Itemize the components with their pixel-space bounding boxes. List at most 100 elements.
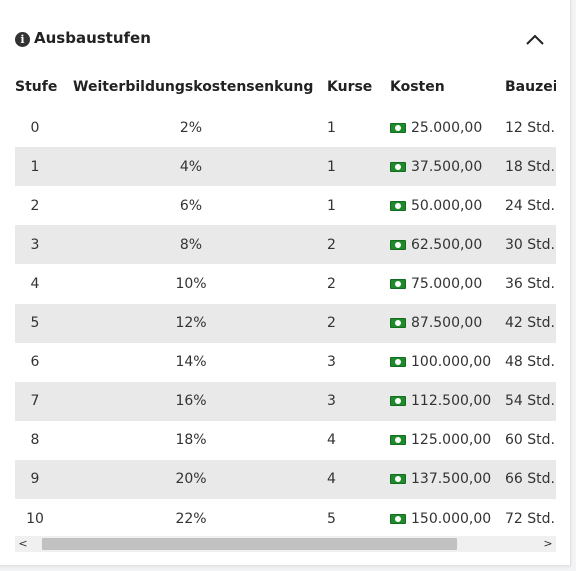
cell-stufe: 0 xyxy=(30,119,40,136)
horizontal-scrollbar[interactable]: < > xyxy=(15,536,556,552)
cell-kosten-value: 137.500,00 xyxy=(411,471,492,488)
header-kosten: Kosten xyxy=(390,79,445,95)
table-row: 10 22% 5 150.000,00 72 Std. xyxy=(15,499,556,534)
cell-bauzeit: 30 Std. xyxy=(505,236,555,253)
money-icon xyxy=(390,357,406,368)
cell-stufe: 4 xyxy=(30,275,40,292)
cell-kurse: 5 xyxy=(327,510,336,527)
scroll-left-icon[interactable]: < xyxy=(18,537,28,550)
table-header-row: Stufe Weiterbildungskostensenkung Kurse … xyxy=(15,66,556,108)
cell-weiterbildungskostensenkung: 6% xyxy=(179,197,203,214)
cell-kosten-value: 50.000,00 xyxy=(411,197,483,214)
header-weiterbildungskostensenkung: Weiterbildungskostensenkung xyxy=(73,79,314,95)
cell-weiterbildungskostensenkung: 20% xyxy=(175,471,207,488)
cell-weiterbildungskostensenkung: 22% xyxy=(175,510,207,527)
cell-bauzeit: 54 Std. xyxy=(505,393,555,410)
levels-table: Stufe Weiterbildungskostensenkung Kurse … xyxy=(15,66,556,534)
cell-bauzeit: 12 Std. xyxy=(505,119,555,136)
cell-kosten-value: 112.500,00 xyxy=(411,393,492,410)
cell-kosten-value: 25.000,00 xyxy=(411,119,483,136)
cell-stufe: 6 xyxy=(30,354,40,371)
section-header: i Ausbaustufen xyxy=(15,28,555,52)
cell-stufe: 10 xyxy=(26,510,44,527)
cell-weiterbildungskostensenkung: 8% xyxy=(179,236,203,253)
cell-bauzeit: 60 Std. xyxy=(505,432,555,449)
cell-bauzeit: 24 Std. xyxy=(505,197,555,214)
section-title: Ausbaustufen xyxy=(34,29,151,47)
cell-stufe: 7 xyxy=(30,393,40,410)
money-icon xyxy=(390,435,406,446)
cell-kurse: 1 xyxy=(327,158,336,175)
table-row: 6 14% 3 100.000,00 48 Std. xyxy=(15,343,556,382)
cell-kurse: 3 xyxy=(327,393,336,410)
cell-stufe: 2 xyxy=(30,197,40,214)
cell-bauzeit: 72 Std. xyxy=(505,510,555,527)
cell-weiterbildungskostensenkung: 16% xyxy=(175,393,207,410)
cell-kosten: 62.500,00 xyxy=(390,225,500,264)
table-row: 8 18% 4 125.000,00 60 Std. xyxy=(15,421,556,460)
table-row: 1 4% 1 37.500,00 18 Std. xyxy=(15,147,556,187)
cell-kurse: 2 xyxy=(327,315,336,331)
table-row: 0 2% 1 25.000,00 12 Std. xyxy=(15,108,556,147)
cell-weiterbildungskostensenkung: 12% xyxy=(175,315,207,331)
cell-kurse: 2 xyxy=(327,275,336,292)
cell-kosten-value: 87.500,00 xyxy=(411,315,483,331)
cell-kosten-value: 100.000,00 xyxy=(411,354,492,371)
cell-kosten-value: 75.000,00 xyxy=(411,275,483,292)
cell-kurse: 3 xyxy=(327,354,336,371)
money-icon xyxy=(390,161,406,172)
money-icon xyxy=(390,474,406,485)
cell-bauzeit: 18 Std. xyxy=(505,158,555,175)
table-row: 9 20% 4 137.500,00 66 Std. xyxy=(15,459,556,499)
cell-weiterbildungskostensenkung: 10% xyxy=(175,275,207,292)
money-icon xyxy=(390,239,406,250)
scrollbar-thumb[interactable] xyxy=(42,538,457,550)
cell-weiterbildungskostensenkung: 2% xyxy=(179,119,203,136)
cell-kosten: 125.000,00 xyxy=(390,421,500,460)
money-icon xyxy=(390,122,406,133)
money-icon xyxy=(390,396,406,407)
table-row: 7 16% 3 112.500,00 54 Std. xyxy=(15,381,556,421)
cell-stufe: 1 xyxy=(30,158,40,175)
table-row: 2 6% 1 50.000,00 24 Std. xyxy=(15,186,556,225)
cell-kosten: 150.000,00 xyxy=(390,499,500,534)
cell-kurse: 1 xyxy=(327,119,336,136)
money-icon xyxy=(390,513,406,524)
cell-stufe: 9 xyxy=(30,471,40,488)
cell-bauzeit: 36 Std. xyxy=(505,275,555,292)
scroll-right-icon[interactable]: > xyxy=(543,537,553,550)
header-stufe: Stufe xyxy=(15,79,58,95)
collapse-button[interactable] xyxy=(520,28,550,52)
info-icon: i xyxy=(15,32,30,47)
cell-stufe: 3 xyxy=(30,236,40,253)
cell-bauzeit: 48 Std. xyxy=(505,354,555,371)
money-icon xyxy=(390,318,406,328)
header-kurse: Kurse xyxy=(327,79,373,95)
chevron-up-icon xyxy=(526,34,544,45)
cell-weiterbildungskostensenkung: 4% xyxy=(179,158,203,175)
cell-kosten: 25.000,00 xyxy=(390,108,500,147)
header-bauzeit: Bauzei xyxy=(505,79,556,95)
cell-kosten: 50.000,00 xyxy=(390,186,500,225)
cell-kosten-value: 125.000,00 xyxy=(411,432,492,449)
cell-stufe: 8 xyxy=(30,432,40,449)
table-row: 5 12% 2 87.500,00 42 Std. xyxy=(15,303,556,343)
cell-kosten-value: 150.000,00 xyxy=(411,510,492,527)
cell-kosten: 100.000,00 xyxy=(390,343,500,382)
cell-kosten: 137.500,00 xyxy=(390,460,500,499)
table-row: 4 10% 2 75.000,00 36 Std. xyxy=(15,264,556,303)
cell-stufe: 5 xyxy=(30,315,40,331)
cell-kosten: 75.000,00 xyxy=(390,264,500,303)
cell-kosten-value: 62.500,00 xyxy=(411,236,483,253)
cell-kurse: 4 xyxy=(327,432,336,449)
cell-kosten: 37.500,00 xyxy=(390,147,500,186)
cell-kosten: 112.500,00 xyxy=(390,382,500,421)
cell-kurse: 1 xyxy=(327,197,336,214)
money-icon xyxy=(390,278,406,289)
money-icon xyxy=(390,200,406,211)
cell-bauzeit: 66 Std. xyxy=(505,471,555,488)
table-row: 3 8% 2 62.500,00 30 Std. xyxy=(15,225,556,265)
cell-bauzeit: 42 Std. xyxy=(505,315,555,331)
cell-kurse: 4 xyxy=(327,471,336,488)
